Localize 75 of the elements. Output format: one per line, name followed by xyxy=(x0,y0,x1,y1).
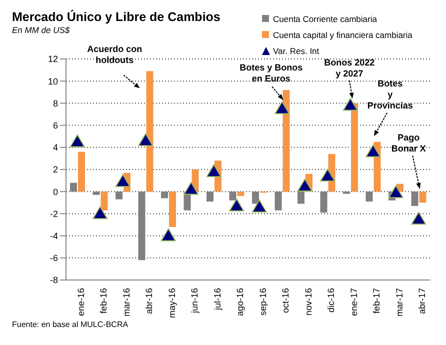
bar xyxy=(252,192,259,204)
bar xyxy=(229,192,236,200)
point xyxy=(92,206,108,220)
x-tick-label: mar-17 xyxy=(394,288,404,317)
bar xyxy=(274,192,282,210)
bar xyxy=(206,192,214,202)
x-tick-label: dic-16 xyxy=(326,288,336,313)
bar xyxy=(351,103,358,192)
bar xyxy=(100,192,108,210)
annotation: Bonos 2022 y 2027 xyxy=(324,57,375,78)
y-tick-label: 8 xyxy=(52,98,58,108)
point xyxy=(160,228,176,242)
y-tick-label: -2 xyxy=(50,208,58,219)
y-tick-label: 12 xyxy=(48,54,58,64)
x-tick-label: ene-16 xyxy=(76,288,86,316)
annotation: Botes y Bonos en Euros xyxy=(240,62,303,84)
point xyxy=(70,134,85,148)
legend-label: Cuenta capital y financiera cambiaria xyxy=(273,29,412,42)
point xyxy=(366,144,381,158)
y-tick-label: 6 xyxy=(52,120,58,130)
point xyxy=(138,133,154,146)
point xyxy=(252,200,267,212)
bar xyxy=(169,192,176,227)
x-tick-label: ene-17 xyxy=(348,288,359,316)
bar xyxy=(138,192,146,260)
annotation: Pago Bonar X xyxy=(391,132,426,154)
y-tick-label: 4 xyxy=(52,142,58,153)
point xyxy=(297,178,312,192)
bar xyxy=(78,152,85,192)
y-tick-label: -8 xyxy=(50,275,58,286)
bar xyxy=(161,192,168,198)
x-tick-label: jul-16 xyxy=(212,288,222,312)
annotation: Acuerdo con holdouts xyxy=(87,44,142,66)
x-tick-label: may-16 xyxy=(166,288,177,318)
x-tick-label: abr-16 xyxy=(144,288,154,314)
legend-label: Var. Res. Int xyxy=(273,45,320,58)
x-tick-label: ago-16 xyxy=(235,288,246,316)
bar xyxy=(320,192,328,213)
bar xyxy=(282,90,290,192)
point xyxy=(274,101,290,114)
point xyxy=(320,168,336,182)
y-tick-label: -4 xyxy=(50,230,58,241)
x-tick-label: nov-16 xyxy=(303,288,314,316)
chart-subtitle: En MM de US$ xyxy=(12,25,71,36)
bar xyxy=(116,192,122,200)
y-tick-label: 2 xyxy=(52,164,58,175)
chart-title: Mercado Único y Libre de Cambios xyxy=(12,10,220,25)
legend-label: Cuenta Corriente cambiaria xyxy=(273,13,377,26)
x-tick-label: mar-16 xyxy=(121,288,132,317)
x-tick-label: feb-17 xyxy=(372,288,382,314)
point xyxy=(206,164,222,178)
point xyxy=(411,212,426,225)
x-tick-label: oct-16 xyxy=(280,288,291,314)
point xyxy=(115,174,130,188)
bar xyxy=(237,192,244,196)
x-tick-label: feb-16 xyxy=(98,288,109,314)
bar xyxy=(92,192,100,195)
y-tick-label: 0 xyxy=(52,186,58,197)
bar xyxy=(146,71,154,192)
source-note: Fuente: en base al MULC-BCRA xyxy=(12,320,130,329)
x-tick-label: abr-17 xyxy=(417,288,428,314)
x-tick-label: jun-16 xyxy=(190,288,200,314)
y-tick-label: 10 xyxy=(48,76,58,86)
point xyxy=(184,182,199,195)
y-tick-label: -6 xyxy=(50,253,58,264)
point xyxy=(388,185,404,198)
bar xyxy=(298,192,304,204)
point xyxy=(229,198,244,212)
bar xyxy=(419,192,426,203)
point xyxy=(342,98,358,111)
annotation: Botes y Provincias xyxy=(367,78,413,110)
bar xyxy=(70,182,77,192)
bar xyxy=(411,192,418,206)
x-tick-label: sep-16 xyxy=(258,288,268,316)
bar xyxy=(366,192,373,202)
